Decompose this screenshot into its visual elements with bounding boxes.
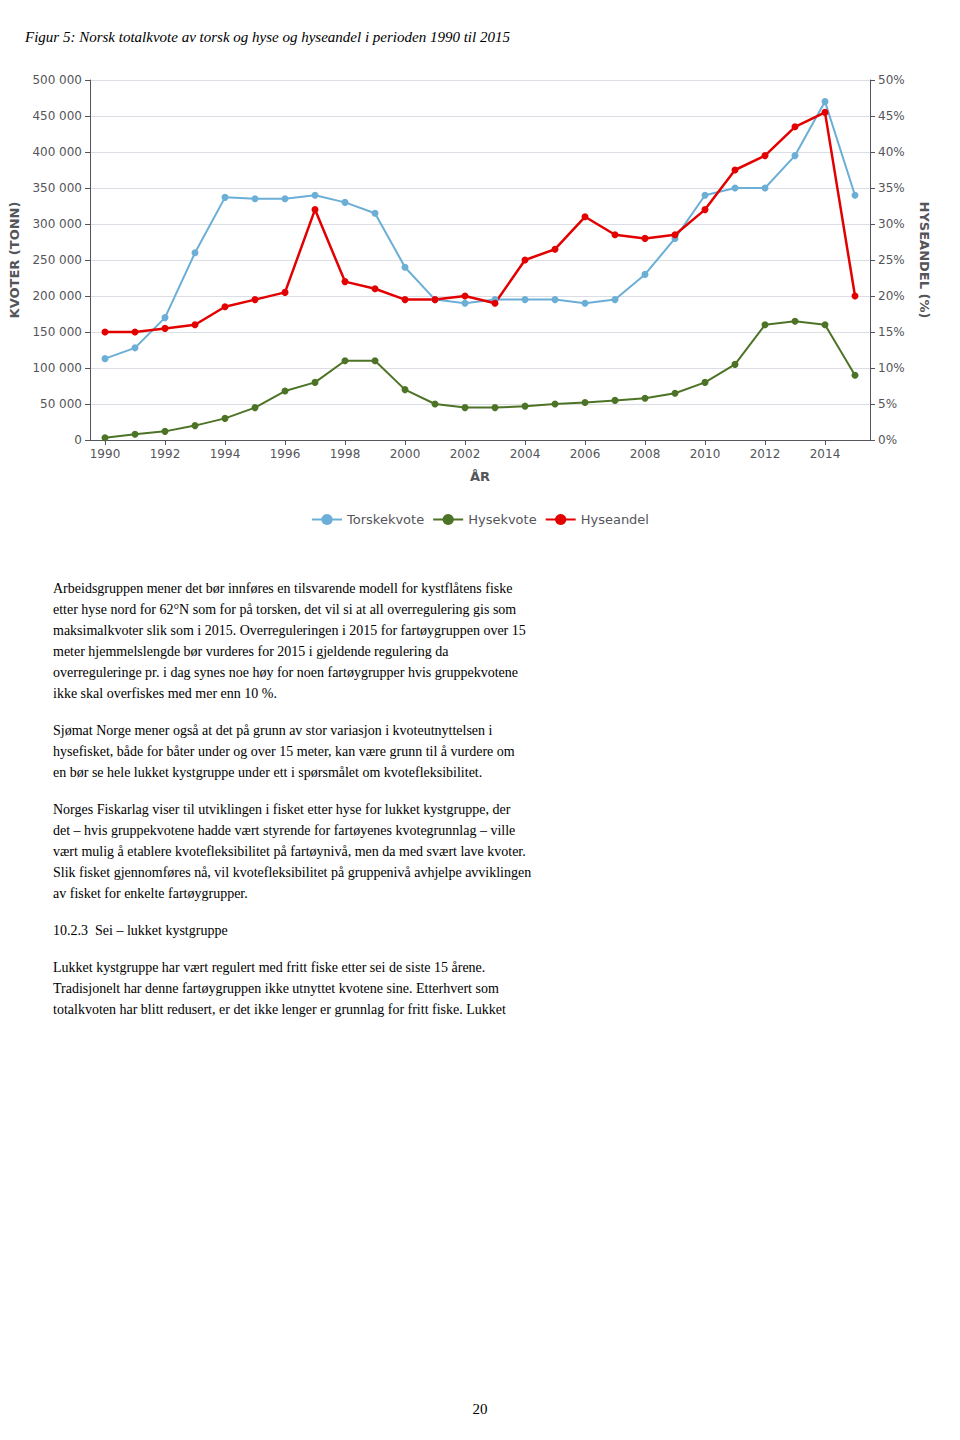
svg-text:40%: 40% xyxy=(878,145,905,159)
svg-text:etter hyse nord for 62°N som f: etter hyse nord for 62°N som for på tors… xyxy=(53,602,516,617)
svg-text:2008: 2008 xyxy=(630,447,661,461)
svg-text:1998: 1998 xyxy=(330,447,361,461)
svg-text:2006: 2006 xyxy=(570,447,601,461)
svg-text:totalkvoten har blitt redusert: totalkvoten har blitt redusert, er det i… xyxy=(53,1002,506,1017)
svg-text:en bør se hele lukket kystgrup: en bør se hele lukket kystgruppe under e… xyxy=(53,765,482,780)
svg-text:45%: 45% xyxy=(878,109,905,123)
svg-text:Torskekvote: Torskekvote xyxy=(346,512,424,527)
svg-text:av fisket for enkelte fartøygr: av fisket for enkelte fartøygrupper. xyxy=(53,886,248,901)
svg-text:maksimalkvoter slik som i 2015: maksimalkvoter slik som i 2015. Overregu… xyxy=(53,623,526,638)
svg-text:1992: 1992 xyxy=(150,447,181,461)
svg-text:0%: 0% xyxy=(878,433,897,447)
svg-text:35%: 35% xyxy=(878,181,905,195)
svg-text:KVOTER (TONN): KVOTER (TONN) xyxy=(7,202,22,319)
svg-text:Lukket kystgruppe har vært reg: Lukket kystgruppe har vært regulert med … xyxy=(53,960,485,975)
svg-text:Figur 5: Norsk totalkvote av t: Figur 5: Norsk totalkvote av torsk og hy… xyxy=(24,29,510,45)
svg-text:25%: 25% xyxy=(878,253,905,267)
svg-text:500 000: 500 000 xyxy=(32,73,82,87)
svg-text:1994: 1994 xyxy=(210,447,241,461)
svg-text:meter hjemmelslengde bør vurde: meter hjemmelslengde bør vurderes for 20… xyxy=(53,644,449,659)
svg-text:0: 0 xyxy=(74,433,82,447)
svg-text:Tradisjonelt har denne fartøyg: Tradisjonelt har denne fartøygruppen ikk… xyxy=(53,981,499,996)
svg-text:overreguleringe pr. i dag syne: overreguleringe pr. i dag synes noe høy … xyxy=(53,665,518,680)
svg-text:50 000: 50 000 xyxy=(40,397,82,411)
svg-text:Hyseandel: Hyseandel xyxy=(581,512,649,527)
svg-text:2002: 2002 xyxy=(450,447,481,461)
svg-text:10%: 10% xyxy=(878,361,905,375)
svg-text:Norges Fiskarlag viser til utv: Norges Fiskarlag viser til utviklingen i… xyxy=(53,802,511,817)
svg-text:20: 20 xyxy=(473,1401,488,1417)
svg-text:1990: 1990 xyxy=(90,447,121,461)
svg-text:2004: 2004 xyxy=(510,447,541,461)
svg-text:150 000: 150 000 xyxy=(32,325,82,339)
svg-text:50%: 50% xyxy=(878,73,905,87)
svg-text:2000: 2000 xyxy=(390,447,421,461)
svg-text:250 000: 250 000 xyxy=(32,253,82,267)
svg-text:2012: 2012 xyxy=(750,447,781,461)
svg-text:Sjømat Norge mener også at det: Sjømat Norge mener også at det på grunn … xyxy=(53,723,493,738)
svg-text:10.2.3 Sei – lukket kystgrupp: 10.2.3 Sei – lukket kystgruppe xyxy=(53,923,228,938)
svg-text:300 000: 300 000 xyxy=(32,217,82,231)
svg-text:400 000: 400 000 xyxy=(32,145,82,159)
svg-text:2014: 2014 xyxy=(810,447,841,461)
svg-text:450 000: 450 000 xyxy=(32,109,82,123)
svg-text:ikke skal overfiskes med mer e: ikke skal overfiskes med mer enn 10 %. xyxy=(53,686,277,701)
svg-text:20%: 20% xyxy=(878,289,905,303)
svg-text:Arbeidsgruppen mener det bør i: Arbeidsgruppen mener det bør innføres en… xyxy=(53,581,513,596)
svg-text:hysefisket, både for båter und: hysefisket, både for båter under og over… xyxy=(53,744,515,759)
svg-text:350 000: 350 000 xyxy=(32,181,82,195)
svg-text:5%: 5% xyxy=(878,397,897,411)
svg-text:200 000: 200 000 xyxy=(32,289,82,303)
svg-text:Hysekvote: Hysekvote xyxy=(468,512,537,527)
svg-text:2010: 2010 xyxy=(690,447,721,461)
svg-text:ÅR: ÅR xyxy=(470,469,490,484)
svg-text:HYSEANDEL (%): HYSEANDEL (%) xyxy=(917,202,932,319)
svg-text:100 000: 100 000 xyxy=(32,361,82,375)
svg-text:15%: 15% xyxy=(878,325,905,339)
svg-text:vært mulig å etablere kvotefle: vært mulig å etablere kvotefleksibilitet… xyxy=(53,844,526,859)
svg-text:det – hvis gruppekvotene hadde: det – hvis gruppekvotene hadde vært styr… xyxy=(53,823,515,838)
svg-text:1996: 1996 xyxy=(270,447,301,461)
svg-text:Slik fisket gjennomføres nå, v: Slik fisket gjennomføres nå, vil kvotefl… xyxy=(53,865,531,880)
svg-text:30%: 30% xyxy=(878,217,905,231)
